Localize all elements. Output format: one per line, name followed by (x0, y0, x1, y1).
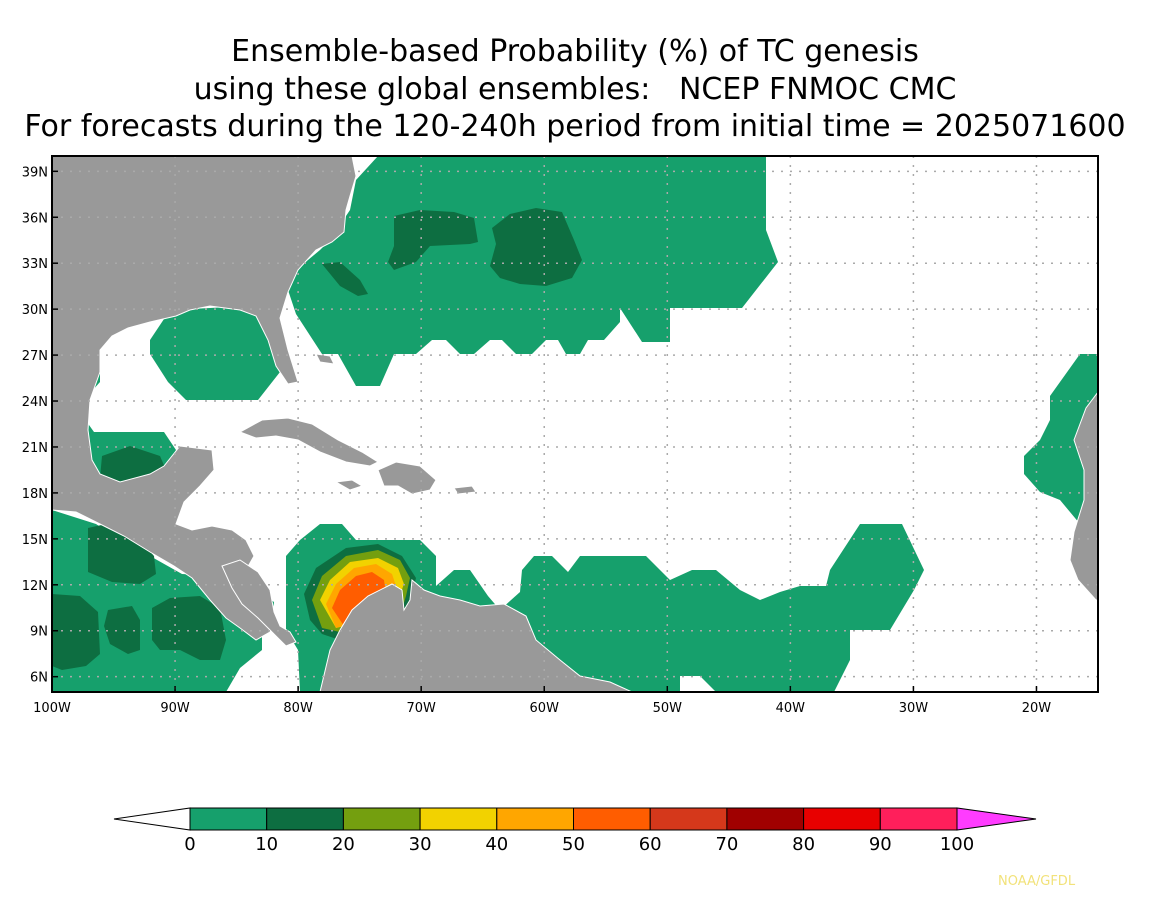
lat-label: 30N (22, 303, 48, 318)
probability-shading (52, 156, 1098, 692)
lat-label: 15N (22, 533, 48, 548)
colorbar-label: 70 (715, 834, 738, 855)
lat-label: 9N (30, 625, 48, 640)
lon-label: 90W (160, 701, 190, 716)
grid-lines (52, 156, 1098, 692)
lat-label: 6N (30, 671, 48, 686)
south-america-land (319, 579, 633, 692)
lon-label: 80W (283, 701, 313, 716)
lat-label: 36N (22, 211, 48, 226)
lon-label: 40W (776, 701, 806, 716)
lat-label: 12N (22, 579, 48, 594)
colorbar-segment (419, 807, 498, 831)
lon-label: 60W (530, 701, 560, 716)
color-bar: 0 10 20 30 40 50 60 70 80 90 100 (113, 807, 1037, 855)
lat-label: 18N (22, 487, 48, 502)
lat-label: 39N (22, 165, 48, 180)
title-line-3: For forecasts during the 120-240h period… (24, 109, 1126, 144)
colorbar-label: 20 (332, 834, 355, 855)
lat-label: 21N (22, 441, 48, 456)
title-line-1: Ensemble-based Probability (%) of TC gen… (231, 34, 919, 69)
latitude-labels: 6N 9N 12N 15N 18N 21N 24N 27N 30N 33N 36N 39N (22, 165, 48, 685)
colorbar-label: 0 (184, 834, 195, 855)
bahamas-land (315, 353, 335, 365)
colorbar-segment (189, 807, 268, 831)
cuba-land (238, 417, 380, 467)
colorbar-segment (649, 807, 728, 831)
colorbar-label: 100 (940, 834, 974, 855)
colorbar-label: 60 (639, 834, 662, 855)
plot-frame (51, 155, 1099, 693)
colorbar-under-arrow (113, 807, 191, 831)
colorbar-label: 10 (255, 834, 278, 855)
colorbar-label: 50 (562, 834, 585, 855)
colorbar-label: 30 (409, 834, 432, 855)
lat-label: 24N (22, 395, 48, 410)
lat-label: 33N (22, 257, 48, 272)
colorbar-segment (879, 807, 958, 831)
hispaniola-land (377, 461, 437, 495)
puerto-rico-land (453, 485, 477, 495)
longitude-labels: 100W 90W 80W 70W 60W 50W 40W 30W 20W (33, 701, 1051, 716)
colorbar-segment (496, 807, 574, 831)
colorbar-label: 90 (869, 834, 892, 855)
colorbar-label: 80 (792, 834, 815, 855)
lat-label: 27N (22, 349, 48, 364)
land-masses (52, 156, 1098, 692)
colorbar-over-arrow (956, 807, 1037, 831)
lon-label: 100W (33, 701, 71, 716)
lon-label: 50W (653, 701, 683, 716)
axis-ticks (51, 170, 1038, 692)
central-america-land (221, 559, 297, 647)
lon-label: 30W (899, 701, 929, 716)
colorbar-segment (803, 807, 881, 831)
colorbar-segment (342, 807, 421, 831)
colorbar-segment (573, 807, 651, 831)
colorbar-segment (266, 807, 344, 831)
colorbar-segment (726, 807, 805, 831)
colorbar-label: 40 (485, 834, 508, 855)
title-line-2: using these global ensembles: NCEP FNMOC… (193, 72, 957, 107)
map-plot-area (52, 156, 1098, 692)
jamaica-land (334, 479, 364, 491)
lon-label: 70W (406, 701, 436, 716)
lon-label: 20W (1022, 701, 1052, 716)
africa-land (1069, 391, 1098, 601)
credit-text: NOAA/GFDL (998, 874, 1076, 889)
